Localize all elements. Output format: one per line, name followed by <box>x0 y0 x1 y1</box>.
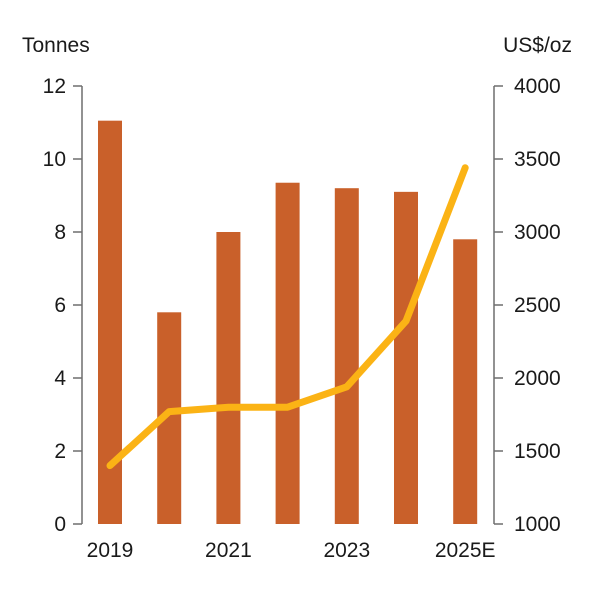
bar-2021 <box>216 232 241 524</box>
line-series <box>106 164 469 470</box>
x-axis: 2019 2021 2023 2025E <box>87 539 496 562</box>
right-tick-label: 3500 <box>514 148 561 171</box>
right-axis: 1000 1500 2000 2500 3000 3500 4000 <box>493 75 561 536</box>
right-tick-label: 2500 <box>514 294 561 317</box>
left-tick-label: 2 <box>54 440 66 463</box>
right-tick-label: 4000 <box>514 75 561 98</box>
right-tick-label: 3000 <box>514 221 561 244</box>
x-tick-label: 2025E <box>435 539 496 562</box>
left-tick-label: 0 <box>54 513 66 536</box>
left-tick-label: 4 <box>54 367 66 390</box>
x-tick-label: 2019 <box>87 539 134 562</box>
right-axis-title: US$/oz <box>503 34 572 57</box>
left-axis: 0 2 4 6 8 10 12 <box>43 75 83 536</box>
bar-2025E <box>453 239 478 525</box>
bar-2023 <box>334 188 359 524</box>
bar-2024 <box>394 191 418 524</box>
right-tick-label: 2000 <box>514 367 561 390</box>
left-tick-label: 10 <box>43 148 66 171</box>
x-tick-label: 2023 <box>323 539 370 562</box>
x-tick-label: 2021 <box>205 539 252 562</box>
left-tick-label: 6 <box>54 294 66 317</box>
bar-2022 <box>275 182 300 524</box>
left-tick-label: 8 <box>54 221 66 244</box>
right-tick-label: 1500 <box>514 440 561 463</box>
left-axis-title: Tonnes <box>22 34 90 57</box>
bar-series <box>98 120 478 525</box>
right-tick-label: 1000 <box>514 513 561 536</box>
left-tick-label: 12 <box>43 75 66 98</box>
